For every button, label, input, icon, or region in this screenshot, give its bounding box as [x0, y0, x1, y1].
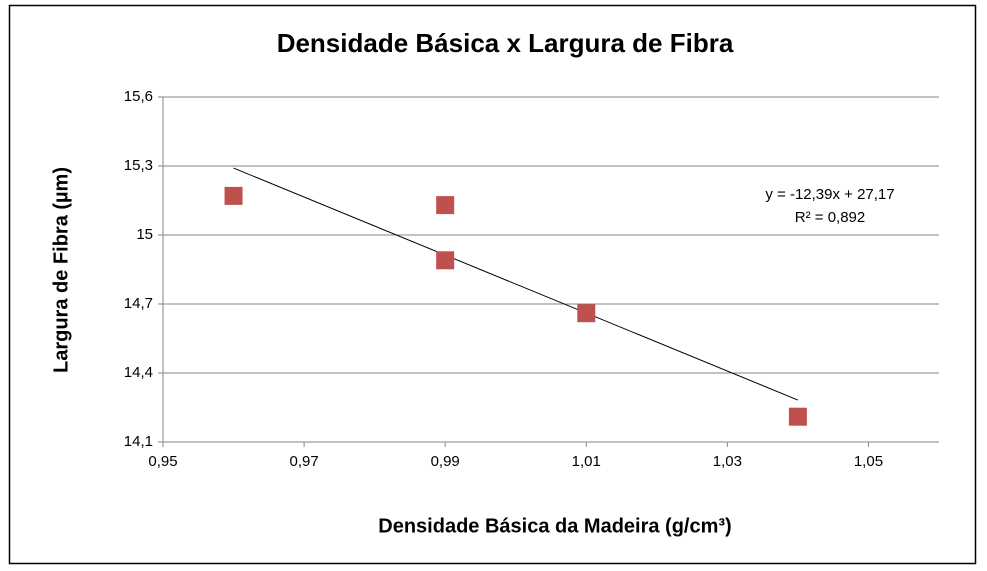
- y-tick-label: 15,6: [124, 88, 153, 105]
- point: [577, 304, 596, 323]
- chart-frame: [8, 4, 977, 565]
- x-tick-label: 0,97: [289, 453, 318, 470]
- y-tick-label: 15: [136, 226, 153, 243]
- x-tick-label: 0,99: [431, 453, 460, 470]
- equation: y = -12,39x + 27,17: [765, 186, 894, 203]
- x-tick-label: 1,03: [713, 453, 742, 470]
- chart-title: Densidade Básica x Largura de Fibra: [277, 28, 734, 58]
- trendline: [233, 167, 799, 401]
- point: [788, 407, 807, 426]
- r-squared: R² = 0,892: [795, 209, 865, 226]
- y-tick-label: 14,1: [124, 433, 153, 450]
- x-tick-label: 0,95: [148, 453, 177, 470]
- y-tick-label: 14,7: [124, 295, 153, 312]
- point: [436, 196, 455, 215]
- point: [436, 251, 455, 270]
- y-tick-label: 14,4: [124, 364, 153, 381]
- x-axis-label: Densidade Básica da Madeira (g/cm³): [378, 515, 731, 537]
- y-axis-label: Largura de Fibra (µm): [50, 167, 72, 373]
- point: [224, 186, 243, 205]
- x-tick-label: 1,05: [854, 453, 883, 470]
- y-tick-label: 15,3: [124, 157, 153, 174]
- x-tick-label: 1,01: [572, 453, 601, 470]
